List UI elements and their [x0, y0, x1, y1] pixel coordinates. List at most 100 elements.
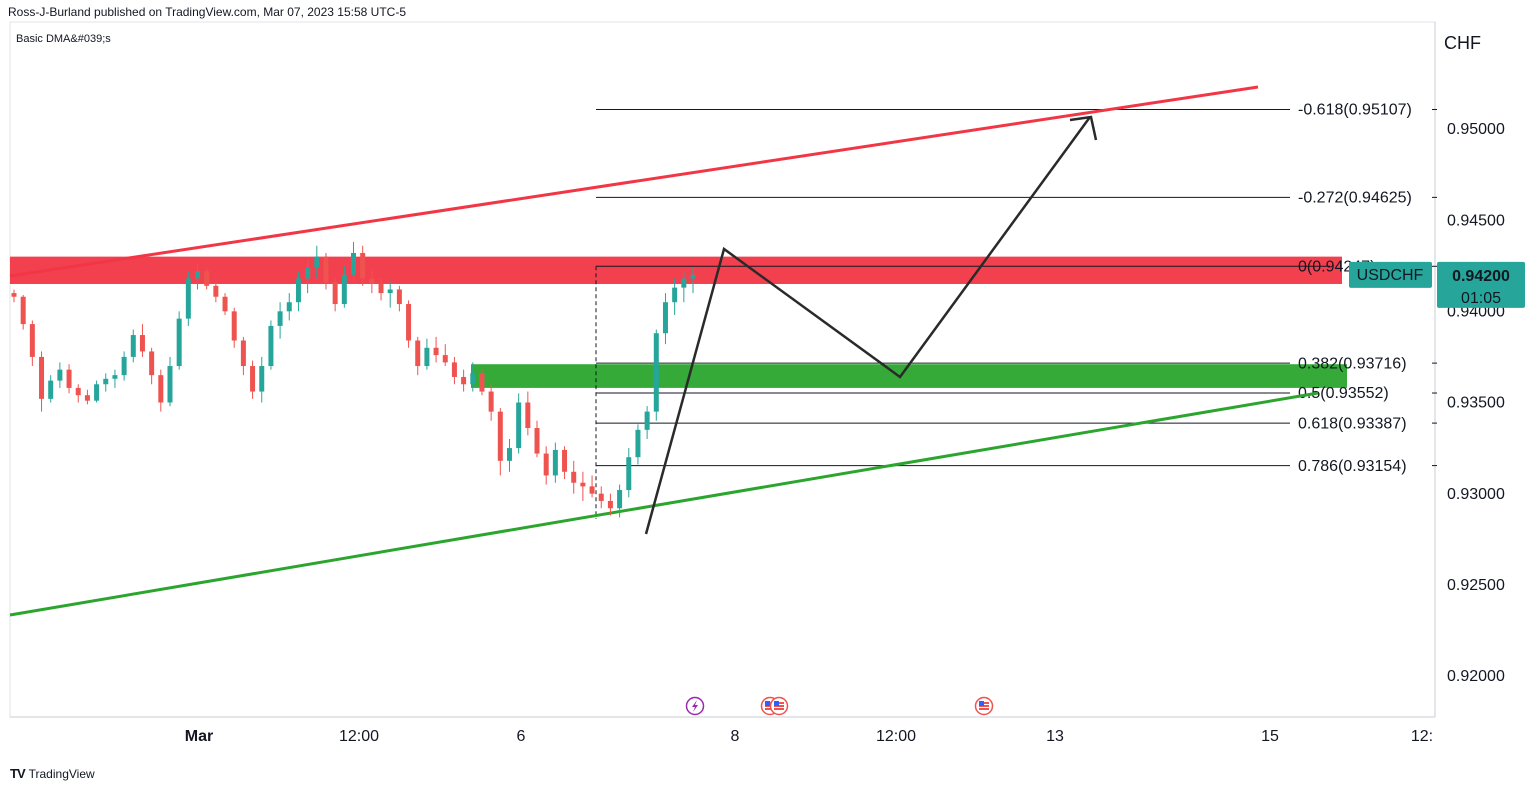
candle	[442, 344, 448, 367]
candle	[139, 324, 145, 357]
candle-body	[351, 252, 356, 275]
candle	[213, 282, 219, 303]
candle-body	[259, 366, 265, 392]
candle	[387, 282, 393, 308]
candle	[543, 446, 549, 485]
candle-body	[39, 356, 45, 399]
candle	[617, 484, 623, 518]
fib-level-label: 0.5(0.93552)	[1298, 385, 1389, 402]
candle	[39, 351, 45, 412]
candle	[470, 362, 476, 392]
candle	[259, 356, 265, 403]
candle	[516, 393, 522, 454]
candle-body	[470, 373, 476, 385]
candle-body	[121, 356, 127, 376]
candle-body	[130, 335, 136, 357]
candle	[11, 289, 17, 303]
candle	[351, 242, 356, 283]
candle-body	[479, 373, 485, 392]
candle-body	[589, 486, 595, 494]
candle	[112, 369, 118, 388]
candle-body	[176, 318, 182, 367]
candle-body	[323, 256, 329, 283]
candle-body	[295, 278, 301, 303]
time-tick-label: Mar	[185, 728, 213, 745]
candle	[479, 369, 485, 396]
candle	[84, 389, 90, 405]
candle	[396, 285, 402, 312]
candle-body	[617, 490, 623, 509]
candle	[341, 265, 347, 308]
candle-body	[213, 285, 219, 297]
candle-body	[662, 302, 668, 334]
symbol-tag-label: USDCHF	[1357, 267, 1424, 284]
time-tick-label: 15	[1261, 728, 1279, 745]
time-tick-label: 6	[517, 728, 526, 745]
candle-body	[571, 471, 577, 483]
symbol-tag-bg	[1349, 261, 1432, 288]
candle	[506, 438, 512, 472]
candle	[176, 311, 182, 370]
candle-body	[690, 274, 696, 279]
candle-body	[305, 267, 311, 279]
candle	[167, 356, 173, 407]
candle-body	[57, 369, 63, 381]
candle-body	[378, 283, 384, 294]
candle	[580, 471, 586, 501]
fib-level-label: -0.272(0.94625)	[1298, 190, 1412, 207]
time-tick-label: 8	[731, 728, 740, 745]
candle	[525, 391, 531, 436]
candle-body	[185, 278, 191, 319]
time-tick-label: 13	[1046, 728, 1064, 745]
candle-body	[250, 366, 256, 392]
candle-body	[112, 375, 118, 379]
candle-body	[29, 324, 35, 357]
price-tick-label: 0.93500	[1447, 395, 1505, 412]
candle	[332, 278, 338, 312]
publisher-line: Ross-J-Burland published on TradingView.…	[8, 5, 406, 19]
price-tick-label: 0.92000	[1447, 668, 1505, 685]
candle-body	[387, 289, 393, 294]
candle-body	[497, 411, 503, 461]
candle-body	[84, 395, 90, 401]
candle	[149, 347, 155, 385]
support-zone	[471, 364, 1347, 388]
candle-body	[20, 296, 26, 325]
candle	[240, 336, 246, 376]
candle-body	[11, 293, 17, 297]
candle-body	[222, 296, 228, 312]
fib-level-label: -0.618(0.95107)	[1298, 102, 1412, 119]
fib-level-label: 0.382(0.93716)	[1298, 355, 1407, 372]
candle-body	[360, 252, 366, 279]
indicator-label[interactable]: Basic DMA&#039;s	[16, 33, 111, 45]
candle-body	[314, 256, 320, 268]
candle	[424, 338, 430, 370]
currency-label: CHF	[1444, 33, 1481, 53]
price-tick-label: 0.94500	[1447, 212, 1505, 229]
candle-body	[158, 375, 164, 403]
candle	[461, 369, 467, 392]
candle	[103, 373, 109, 392]
time-tick-label: 12:00	[339, 728, 379, 745]
candle	[268, 320, 274, 370]
candle	[369, 269, 375, 294]
candle-body	[406, 304, 412, 341]
candle	[158, 369, 164, 412]
candle-body	[433, 347, 439, 356]
candle-body	[653, 333, 659, 412]
time-tick-label: 12:	[1411, 728, 1433, 745]
candle	[29, 320, 35, 367]
candle-body	[607, 500, 613, 509]
candle	[644, 406, 650, 439]
candle	[607, 493, 613, 516]
candle	[277, 302, 283, 339]
candle	[552, 442, 558, 483]
candle-body	[167, 366, 173, 403]
candle	[635, 424, 641, 465]
tradingview-logo-icon: TV	[10, 766, 26, 781]
candle	[314, 245, 320, 279]
tradingview-brand[interactable]: TV TradingView	[10, 766, 95, 781]
fib-level-label: 0.618(0.93387)	[1298, 415, 1407, 432]
candle-body	[681, 278, 687, 288]
